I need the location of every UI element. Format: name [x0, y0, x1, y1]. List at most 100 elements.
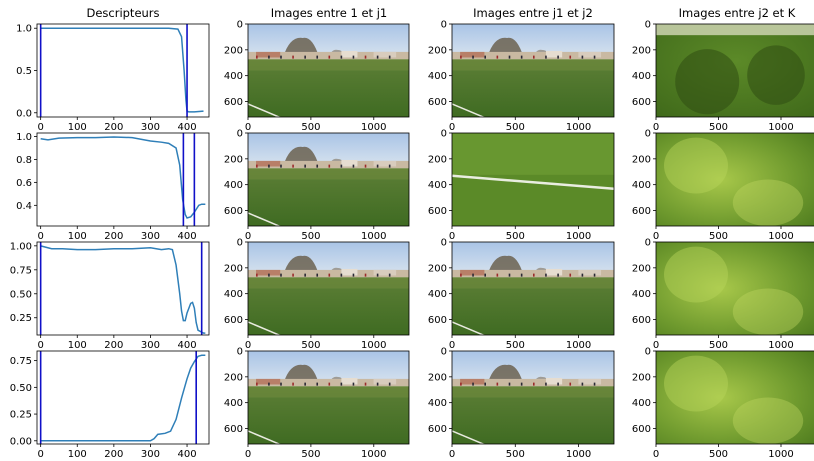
descriptor-line: [40, 136, 206, 219]
x-tick-label: 1000: [361, 340, 386, 351]
x-tick-label: 400: [177, 449, 196, 460]
column-title-images-j1-j2: Images entre j1 et j2: [473, 6, 593, 20]
chart-frame: [36, 132, 210, 227]
x-tick-label: 1000: [566, 231, 591, 242]
y-tick-label: 0: [645, 20, 651, 31]
descriptor-line: [40, 27, 204, 113]
x-tick-label: 500: [301, 340, 320, 351]
y-tick-label: 1.00: [10, 241, 32, 252]
x-tick-label: 0: [449, 449, 455, 460]
y-tick-label: 1.0: [16, 132, 32, 143]
descriptor-chart-4: 0 100 200 300 400 0.00 0.25 0.50 0.75: [10, 350, 210, 460]
x-tick-label: 300: [141, 449, 160, 460]
image-panel-r1-c2: 0 500 1000 0 200 400 600: [224, 20, 410, 133]
y-tick-label: 200: [224, 372, 243, 383]
y-tick-label: 0: [237, 347, 243, 358]
y-tick-label: 200: [428, 263, 447, 274]
y-tick-label: 0: [645, 129, 651, 140]
image-panel-r2-c4: 0 500 1000 0 200 400 600: [632, 129, 814, 242]
y-tick-label: 600: [428, 424, 447, 435]
x-tick-label: 0: [37, 340, 43, 351]
y-tick-label: 1.0: [16, 24, 32, 35]
x-tick-label: 0: [245, 340, 251, 351]
y-tick-label: 0: [645, 238, 651, 249]
x-tick-label: 0: [449, 340, 455, 351]
x-tick-label: 500: [709, 231, 728, 242]
y-tick-label: 0.75: [10, 356, 32, 367]
image-panel-r3-c4: 0 500 1000 0 200 400 600: [632, 238, 814, 351]
y-tick-label: 0.00: [10, 436, 32, 447]
descriptor-chart-1: 0 100 200 300 400 0.0 0.5 1.0: [16, 23, 210, 133]
x-tick-label: 100: [68, 122, 87, 133]
y-tick-label: 0.8: [16, 155, 32, 166]
y-tick-label: 400: [632, 180, 651, 191]
x-tick-label: 500: [709, 449, 728, 460]
x-tick-label: 1000: [361, 449, 386, 460]
x-tick-label: 0: [653, 122, 659, 133]
image-panel-r3-c2: 0 500 1000 0 200 400 600: [224, 238, 410, 351]
y-tick-label: 200: [632, 263, 651, 274]
image-panel-r4-c2: 0 500 1000 0 200 400 600: [224, 347, 410, 460]
x-tick-label: 1000: [566, 122, 591, 133]
x-tick-label: 1000: [566, 340, 591, 351]
image-panel-r4-c4: 0 500 1000 0 200 400 600: [632, 347, 814, 460]
y-tick-label: 400: [428, 71, 447, 82]
y-tick-label: 0.50: [10, 289, 32, 300]
x-tick-label: 1000: [768, 122, 793, 133]
x-tick-label: 500: [506, 231, 525, 242]
y-tick-label: 0: [237, 238, 243, 249]
x-tick-label: 0: [653, 340, 659, 351]
x-tick-label: 0: [37, 449, 43, 460]
y-tick-label: 200: [224, 263, 243, 274]
x-tick-label: 500: [709, 122, 728, 133]
x-tick-label: 0: [449, 122, 455, 133]
y-tick-label: 600: [428, 97, 447, 108]
y-tick-label: 200: [632, 154, 651, 165]
x-tick-label: 500: [506, 122, 525, 133]
y-tick-label: 0.75: [10, 265, 32, 276]
x-tick-label: 1000: [566, 449, 591, 460]
y-tick-label: 400: [632, 71, 651, 82]
image-panel-r2-c3: 0 500 1000 0 200 400 600: [428, 129, 615, 242]
x-tick-label: 400: [177, 340, 196, 351]
y-tick-label: 600: [224, 206, 243, 217]
x-tick-label: 0: [245, 231, 251, 242]
x-tick-label: 1000: [768, 231, 793, 242]
y-tick-label: 0: [441, 347, 447, 358]
descriptor-chart-2: 0 100 200 300 400 0.4 0.6 0.8 1.0: [16, 132, 210, 242]
y-tick-label: 600: [428, 315, 447, 326]
y-tick-label: 0.0: [16, 108, 32, 119]
y-tick-label: 400: [428, 289, 447, 300]
descriptor-chart-3: 0 100 200 300 400 0.25 0.50 0.75 1.00: [10, 241, 210, 351]
x-tick-label: 400: [177, 122, 196, 133]
image-panel-r1-c4: 0 500 1000 0 200 400 600: [632, 20, 814, 133]
y-tick-label: 400: [224, 71, 243, 82]
y-tick-label: 0.4: [16, 201, 32, 212]
x-tick-label: 500: [506, 340, 525, 351]
chart-frame: [36, 241, 210, 336]
y-tick-label: 600: [428, 206, 447, 217]
x-tick-label: 0: [653, 231, 659, 242]
y-tick-label: 0: [441, 238, 447, 249]
x-tick-label: 1000: [361, 122, 386, 133]
y-tick-label: 400: [224, 398, 243, 409]
x-tick-label: 200: [104, 340, 123, 351]
y-tick-label: 600: [632, 206, 651, 217]
x-tick-label: 0: [245, 122, 251, 133]
x-tick-label: 300: [141, 231, 160, 242]
x-tick-label: 400: [177, 231, 196, 242]
x-tick-label: 0: [37, 122, 43, 133]
y-tick-label: 600: [224, 315, 243, 326]
x-tick-label: 200: [104, 231, 123, 242]
y-tick-label: 0.50: [10, 383, 32, 394]
y-tick-label: 200: [224, 154, 243, 165]
x-tick-label: 500: [709, 340, 728, 351]
y-tick-label: 0: [237, 20, 243, 31]
image-panel-r1-c3: 0 500 1000 0 200 400 600: [428, 20, 615, 133]
y-tick-label: 400: [224, 180, 243, 191]
x-tick-label: 100: [68, 231, 87, 242]
y-tick-label: 600: [632, 424, 651, 435]
y-tick-label: 200: [224, 45, 243, 56]
y-tick-label: 600: [632, 97, 651, 108]
